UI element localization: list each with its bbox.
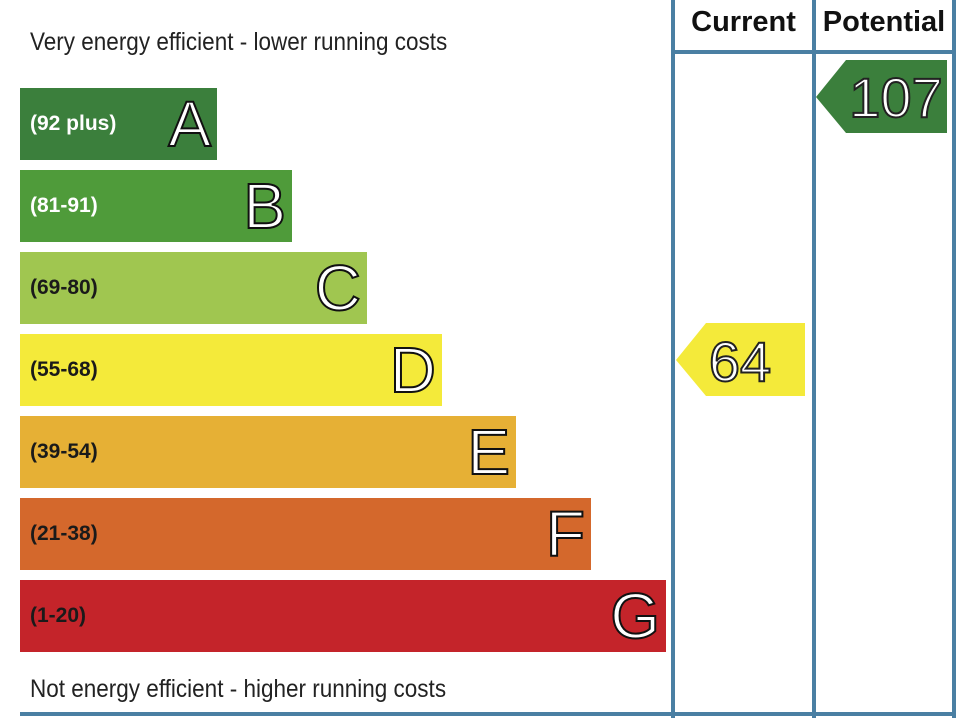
band-letter: A (167, 87, 212, 161)
current-rating-value: 64 (708, 329, 772, 394)
potential-rating-value: 107 (848, 65, 943, 130)
band-range-label: (1-20) (30, 604, 87, 627)
band-f: (21-38) F (20, 497, 591, 571)
top-caption: Very energy efficient - lower running co… (30, 28, 448, 56)
band-range-label: (81-91) (30, 194, 98, 217)
current-rating-arrow (676, 323, 805, 396)
band-letter: D (389, 333, 437, 407)
band-range-label: (21-38) (30, 522, 98, 545)
band-letter: C (314, 251, 362, 325)
band-letter: B (242, 169, 287, 243)
band-a: (92 plus) A (20, 87, 217, 161)
bottom-rule (20, 712, 956, 716)
potential-column-header: Potential (822, 6, 946, 38)
band-e: (39-54) E (20, 415, 516, 489)
header-rule (671, 50, 956, 54)
band-range-label: (92 plus) (30, 112, 117, 135)
divider-left (671, 0, 675, 718)
band-d: (55-68) D (20, 333, 442, 407)
potential-rating-arrow (816, 60, 947, 133)
band-letter: F (545, 497, 586, 571)
band-g: (1-20) G (20, 579, 666, 653)
band-letter: G (609, 579, 661, 653)
band-range-label: (69-80) (30, 276, 98, 299)
divider-middle (812, 0, 816, 718)
band-range-label: (55-68) (30, 358, 98, 381)
band-c: (69-80) C (20, 251, 367, 325)
current-column-header: Current (691, 6, 796, 38)
divider-right (952, 0, 956, 718)
bottom-caption: Not energy efficient - higher running co… (30, 675, 447, 703)
band-range-label: (39-54) (30, 440, 98, 463)
band-b: (81-91) B (20, 169, 292, 243)
band-letter: E (466, 415, 511, 489)
